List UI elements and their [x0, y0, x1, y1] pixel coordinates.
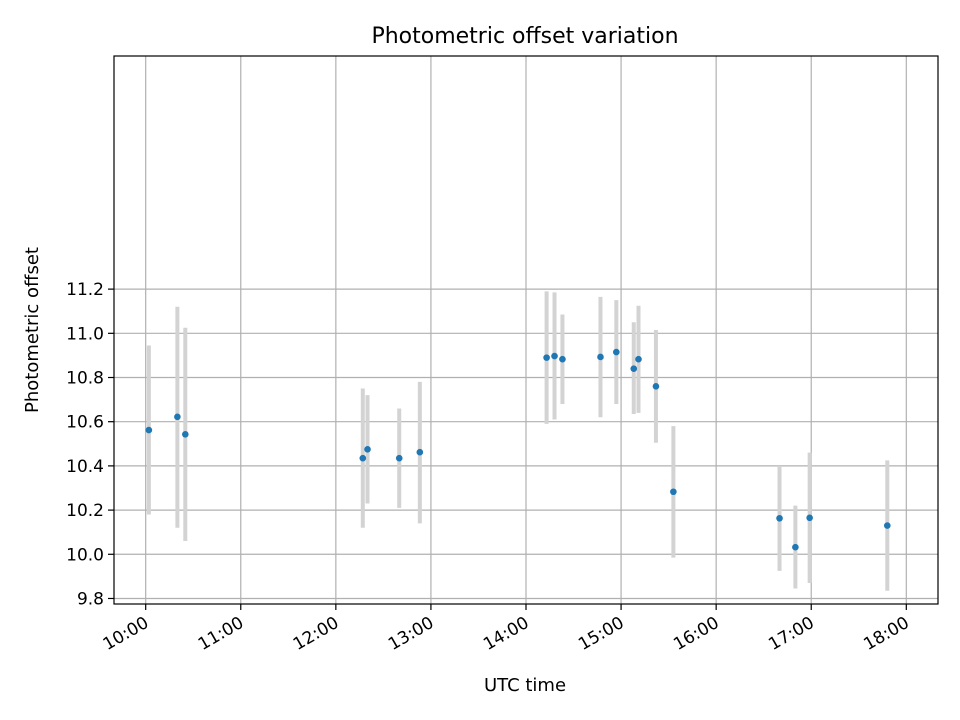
- y-axis-ticks: 9.8 10.0 10.2 10.4 10.6 10.8 11.0 11.2: [66, 280, 114, 609]
- data-point: [395, 454, 403, 462]
- data-point: [359, 454, 367, 462]
- data-point: [652, 383, 660, 390]
- data-point: [145, 426, 153, 434]
- data-point: [543, 354, 550, 361]
- data-point: [182, 430, 189, 438]
- data-point: [635, 355, 642, 363]
- data-point: [776, 514, 783, 522]
- data-point: [559, 355, 566, 363]
- data-point: [630, 365, 638, 372]
- gridlines: [114, 56, 938, 604]
- data-point: [416, 448, 424, 456]
- y-tick-label: 11.2: [66, 280, 104, 300]
- y-axis-label: Photometric offset: [22, 247, 43, 413]
- data-point: [597, 353, 604, 361]
- y-tick-label: 10.4: [66, 457, 104, 477]
- data-point: [551, 352, 558, 360]
- y-tick-label: 9.8: [77, 589, 104, 609]
- data-point: [174, 413, 181, 421]
- y-tick-label: 10.2: [66, 501, 104, 521]
- data-point: [670, 488, 677, 496]
- data-point: [613, 348, 620, 356]
- y-tick-label: 10.0: [66, 545, 104, 565]
- y-tick-label: 10.6: [66, 413, 104, 433]
- y-tick-label: 11.0: [66, 324, 104, 344]
- data-points: [145, 348, 891, 551]
- x-axis-label: UTC time: [484, 675, 566, 696]
- chart-title: Photometric offset variation: [371, 24, 678, 49]
- y-tick-label: 10.8: [66, 369, 104, 389]
- data-point: [883, 522, 891, 529]
- data-point: [364, 446, 371, 453]
- data-point: [792, 543, 799, 551]
- data-point: [806, 514, 813, 522]
